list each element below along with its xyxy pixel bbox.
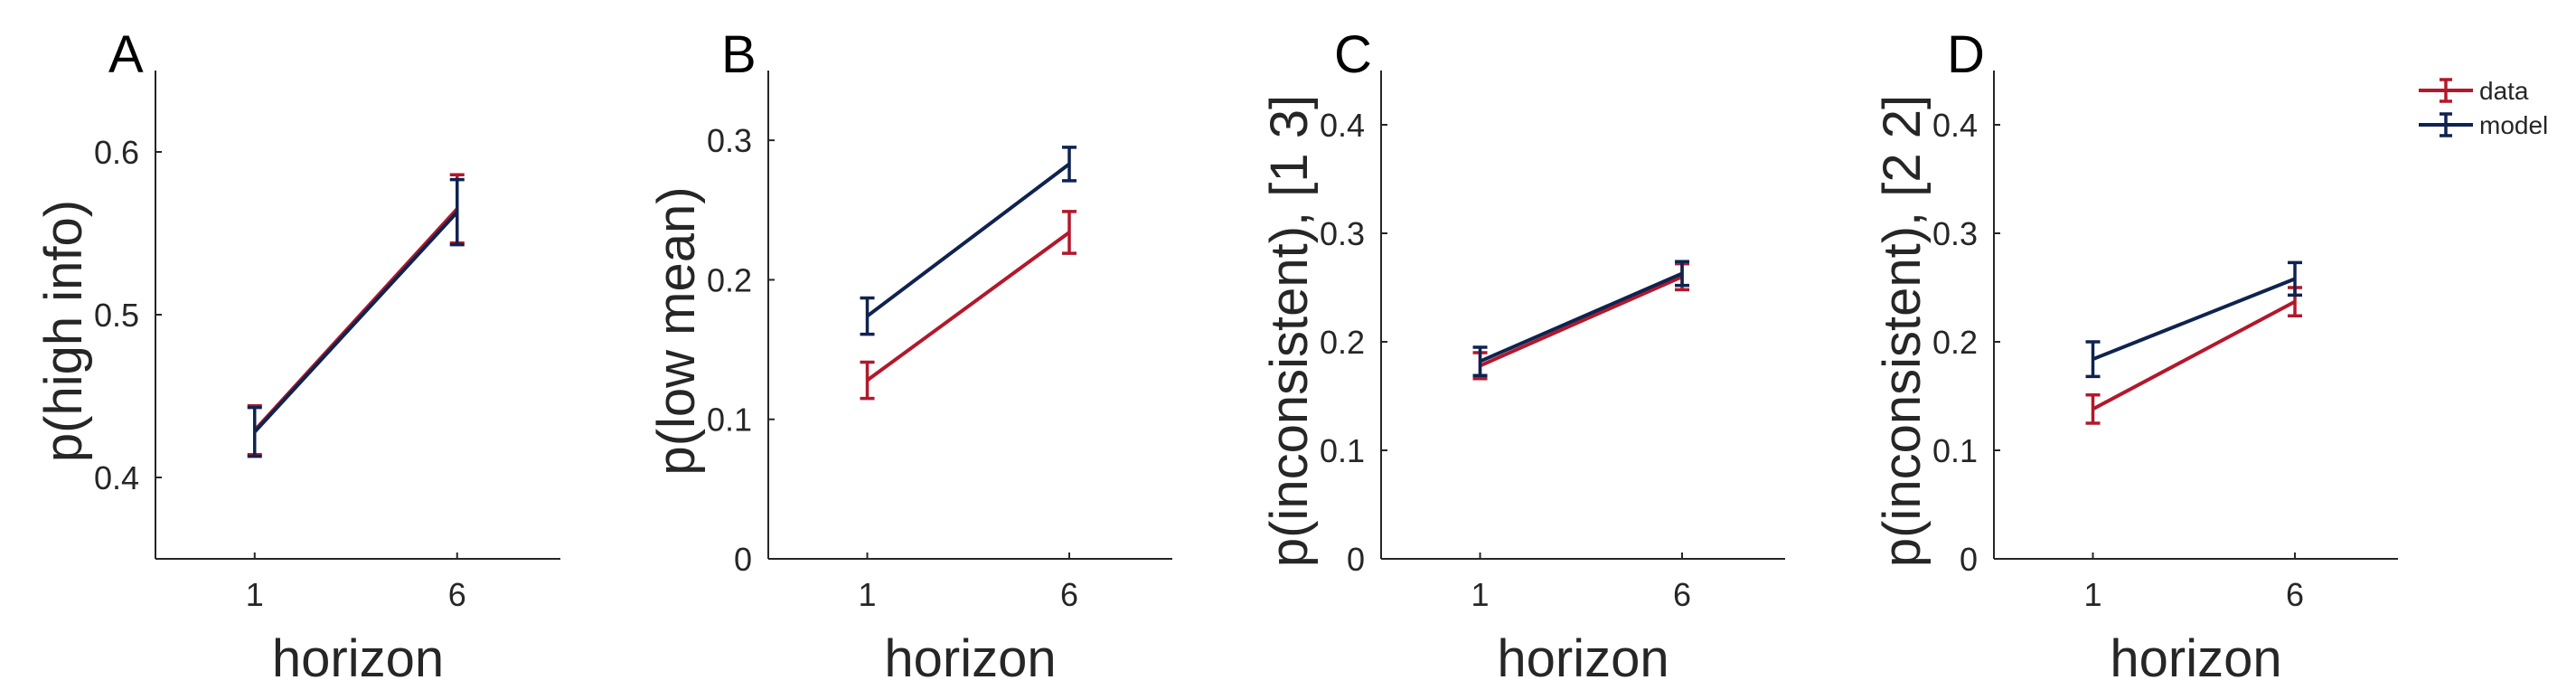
y-tick-label: 0	[734, 541, 752, 578]
legend: data model	[2419, 77, 2548, 139]
legend-entry-data: data	[2419, 77, 2529, 105]
y-tick-label: 0.3	[1320, 215, 1365, 252]
series-line	[2092, 299, 2296, 411]
y-tick-label: 0.4	[1932, 107, 1978, 144]
y-tick-label: 0.1	[1320, 432, 1365, 469]
y-axis-label: p(inconsistent), [1 3]	[1260, 95, 1319, 567]
panel-letter: C	[1334, 25, 1372, 84]
error-bar	[2085, 393, 2101, 425]
x-tick-label: 1	[1471, 576, 1489, 613]
panel-letter: B	[721, 25, 757, 84]
error-bar	[1062, 146, 1077, 183]
y-tick-label: 0.1	[1932, 432, 1978, 469]
x-tick-label: 6	[1060, 576, 1078, 613]
y-axis-label: p(high info)	[34, 200, 93, 462]
y-tick-label: 0.3	[707, 122, 752, 159]
x-tick-label: 6	[1673, 576, 1691, 613]
error-bar	[1472, 345, 1488, 377]
y-tick-label: 0.1	[707, 401, 752, 439]
series-model	[860, 146, 1077, 336]
series-data	[2085, 286, 2303, 425]
x-axis-label: horizon	[2110, 629, 2281, 688]
y-tick-label: 0.2	[707, 261, 752, 298]
x-axis-label: horizon	[884, 629, 1056, 688]
series-line	[1479, 271, 1683, 364]
error-bar	[2288, 260, 2303, 298]
y-tick-label: 0.5	[94, 297, 139, 334]
y-tick-label: 0	[1347, 541, 1365, 578]
error-bar	[860, 296, 875, 336]
series-line	[866, 231, 1071, 383]
y-tick-label: 0.3	[1932, 215, 1978, 252]
error-bar	[1675, 260, 1690, 288]
x-tick-label: 1	[858, 576, 876, 613]
y-tick-label: 0.2	[1932, 324, 1978, 361]
y-tick-label: 0.4	[94, 459, 139, 496]
series-line	[866, 162, 1071, 318]
error-bar	[449, 177, 465, 247]
y-tick-label: 0.2	[1320, 324, 1365, 361]
series-data	[247, 173, 465, 457]
series-data	[1472, 261, 1690, 381]
series-line	[2092, 277, 2296, 362]
series-line	[253, 211, 459, 433]
series-model	[2085, 260, 2303, 379]
series-line	[1479, 275, 1683, 368]
x-axis-label: horizon	[272, 629, 444, 688]
error-bar	[1062, 210, 1077, 255]
y-tick-label: 0	[1960, 541, 1978, 578]
y-axis-label: p(inconsistent), [2 2]	[1873, 95, 1932, 567]
panel-letter: D	[1947, 25, 1985, 84]
x-tick-label: 1	[246, 576, 264, 613]
error-bar	[860, 360, 875, 401]
y-tick-label: 0.4	[1320, 107, 1365, 144]
series-model	[247, 177, 465, 458]
y-axis-label: p(low mean)	[647, 186, 706, 475]
panel-letter: A	[108, 25, 144, 84]
legend-label: data	[2479, 77, 2529, 105]
x-tick-label: 6	[2286, 576, 2304, 613]
error-bar	[2085, 340, 2101, 379]
y-tick-label: 0.6	[94, 134, 139, 171]
x-axis-label: horizon	[1497, 629, 1669, 688]
x-tick-label: 1	[2083, 576, 2101, 613]
series-model	[1472, 260, 1690, 377]
error-bar	[247, 405, 262, 458]
legend-entry-model: model	[2419, 111, 2548, 139]
legend-label: model	[2479, 111, 2548, 139]
x-tick-label: 6	[448, 576, 466, 613]
series-data	[860, 210, 1077, 401]
